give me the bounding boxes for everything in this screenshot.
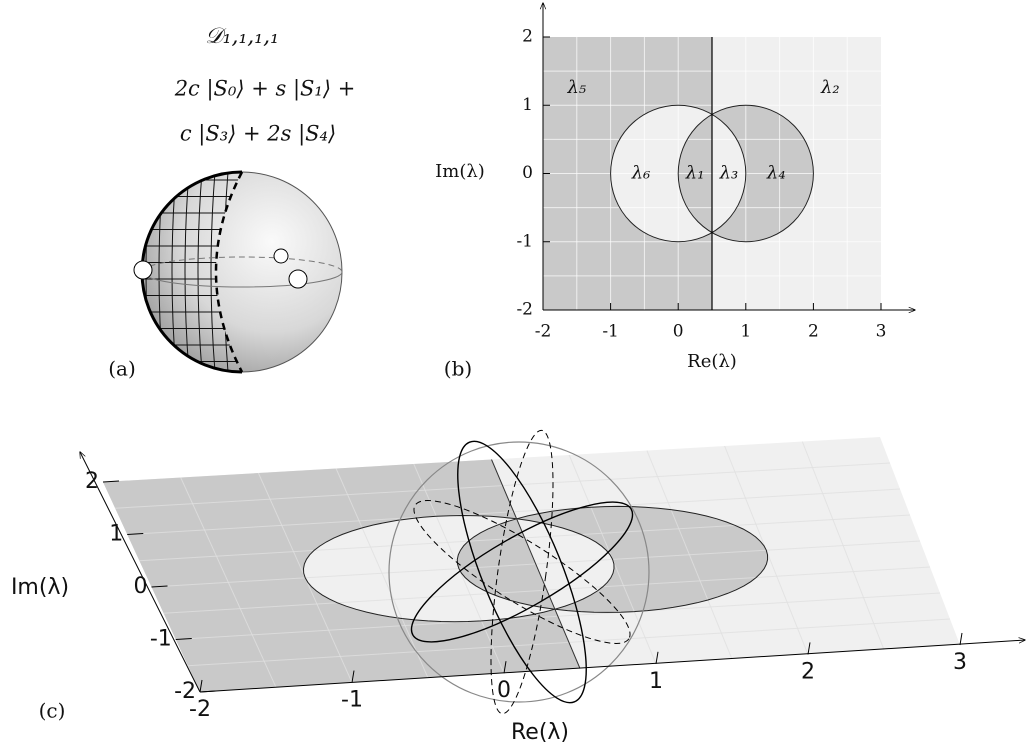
region-label: λ₃: [719, 163, 739, 184]
x-tick-label: 2: [801, 659, 815, 684]
y-tick-label: 1: [522, 95, 533, 115]
x-tick-label: -1: [602, 322, 619, 342]
x-tick-label: 0: [673, 322, 684, 342]
state-point: [289, 270, 307, 288]
region-label: λ₁: [685, 163, 705, 184]
panel-label: (b): [444, 357, 472, 381]
state-line: 2c |S₀⟩ + s |S₁⟩ +: [174, 77, 356, 102]
y-tick-label: 1: [109, 522, 123, 547]
x-tick-label: 3: [876, 322, 887, 342]
y-tick-label: 2: [522, 27, 533, 47]
x-axis-label: Re(λ): [511, 720, 569, 745]
x-tick-label: -2: [535, 322, 552, 342]
y-tick-label: -1: [150, 627, 172, 652]
figure: 𝒟₁,₁,₁,₁ 2c |S₀⟩ + s |S₁⟩ + c |S₃⟩ + 2s …: [0, 0, 1028, 751]
y-tick-label: -1: [516, 231, 533, 251]
region-label: λ₂: [820, 77, 840, 98]
x-tick-label: 0: [497, 678, 511, 703]
state-point: [274, 249, 288, 263]
x-tick-label: 1: [649, 669, 663, 694]
panel-a-title: 𝒟₁,₁,₁,₁: [205, 24, 279, 49]
y-tick-label: 0: [522, 163, 533, 183]
region-label: λ₄: [766, 163, 786, 184]
x-tick-label: 1: [740, 322, 751, 342]
x-tick-label: -1: [341, 688, 363, 713]
y-tick-label: 0: [134, 574, 148, 599]
y-tick-label: -2: [174, 679, 196, 704]
panel-a: 𝒟₁,₁,₁,₁ 2c |S₀⟩ + s |S₁⟩ + c |S₃⟩ + 2s …: [108, 24, 355, 381]
x-axis-label: Re(λ): [687, 351, 737, 372]
state-line: c |S₃⟩ + 2s |S₄⟩: [180, 122, 336, 147]
x-tick-label: 2: [808, 322, 819, 342]
x-tick: [960, 633, 962, 645]
y-tick-label: 2: [85, 469, 99, 494]
panel-label: (c): [39, 699, 66, 723]
y-axis-label: Im(λ): [435, 161, 485, 182]
x-tick-label: 3: [953, 650, 967, 675]
panel-label: (a): [108, 357, 136, 381]
panel-b: (b) Re(λ) Im(λ) -2 -1 0 1 2 3 -2 -1 0 1 2 λ₁ λ₂ λ₃ λ₄ λ…: [435, 3, 915, 381]
page: 𝒟₁,₁,₁,₁ 2c |S₀⟩ + s |S₁⟩ + c |S₃⟩ + 2s …: [0, 0, 1028, 751]
region-label: λ₆: [631, 163, 651, 184]
state-point: [134, 261, 152, 279]
y-tick-label: -2: [516, 300, 533, 320]
region-label: λ₅: [566, 77, 586, 98]
y-axis-label: Im(λ): [11, 575, 69, 600]
